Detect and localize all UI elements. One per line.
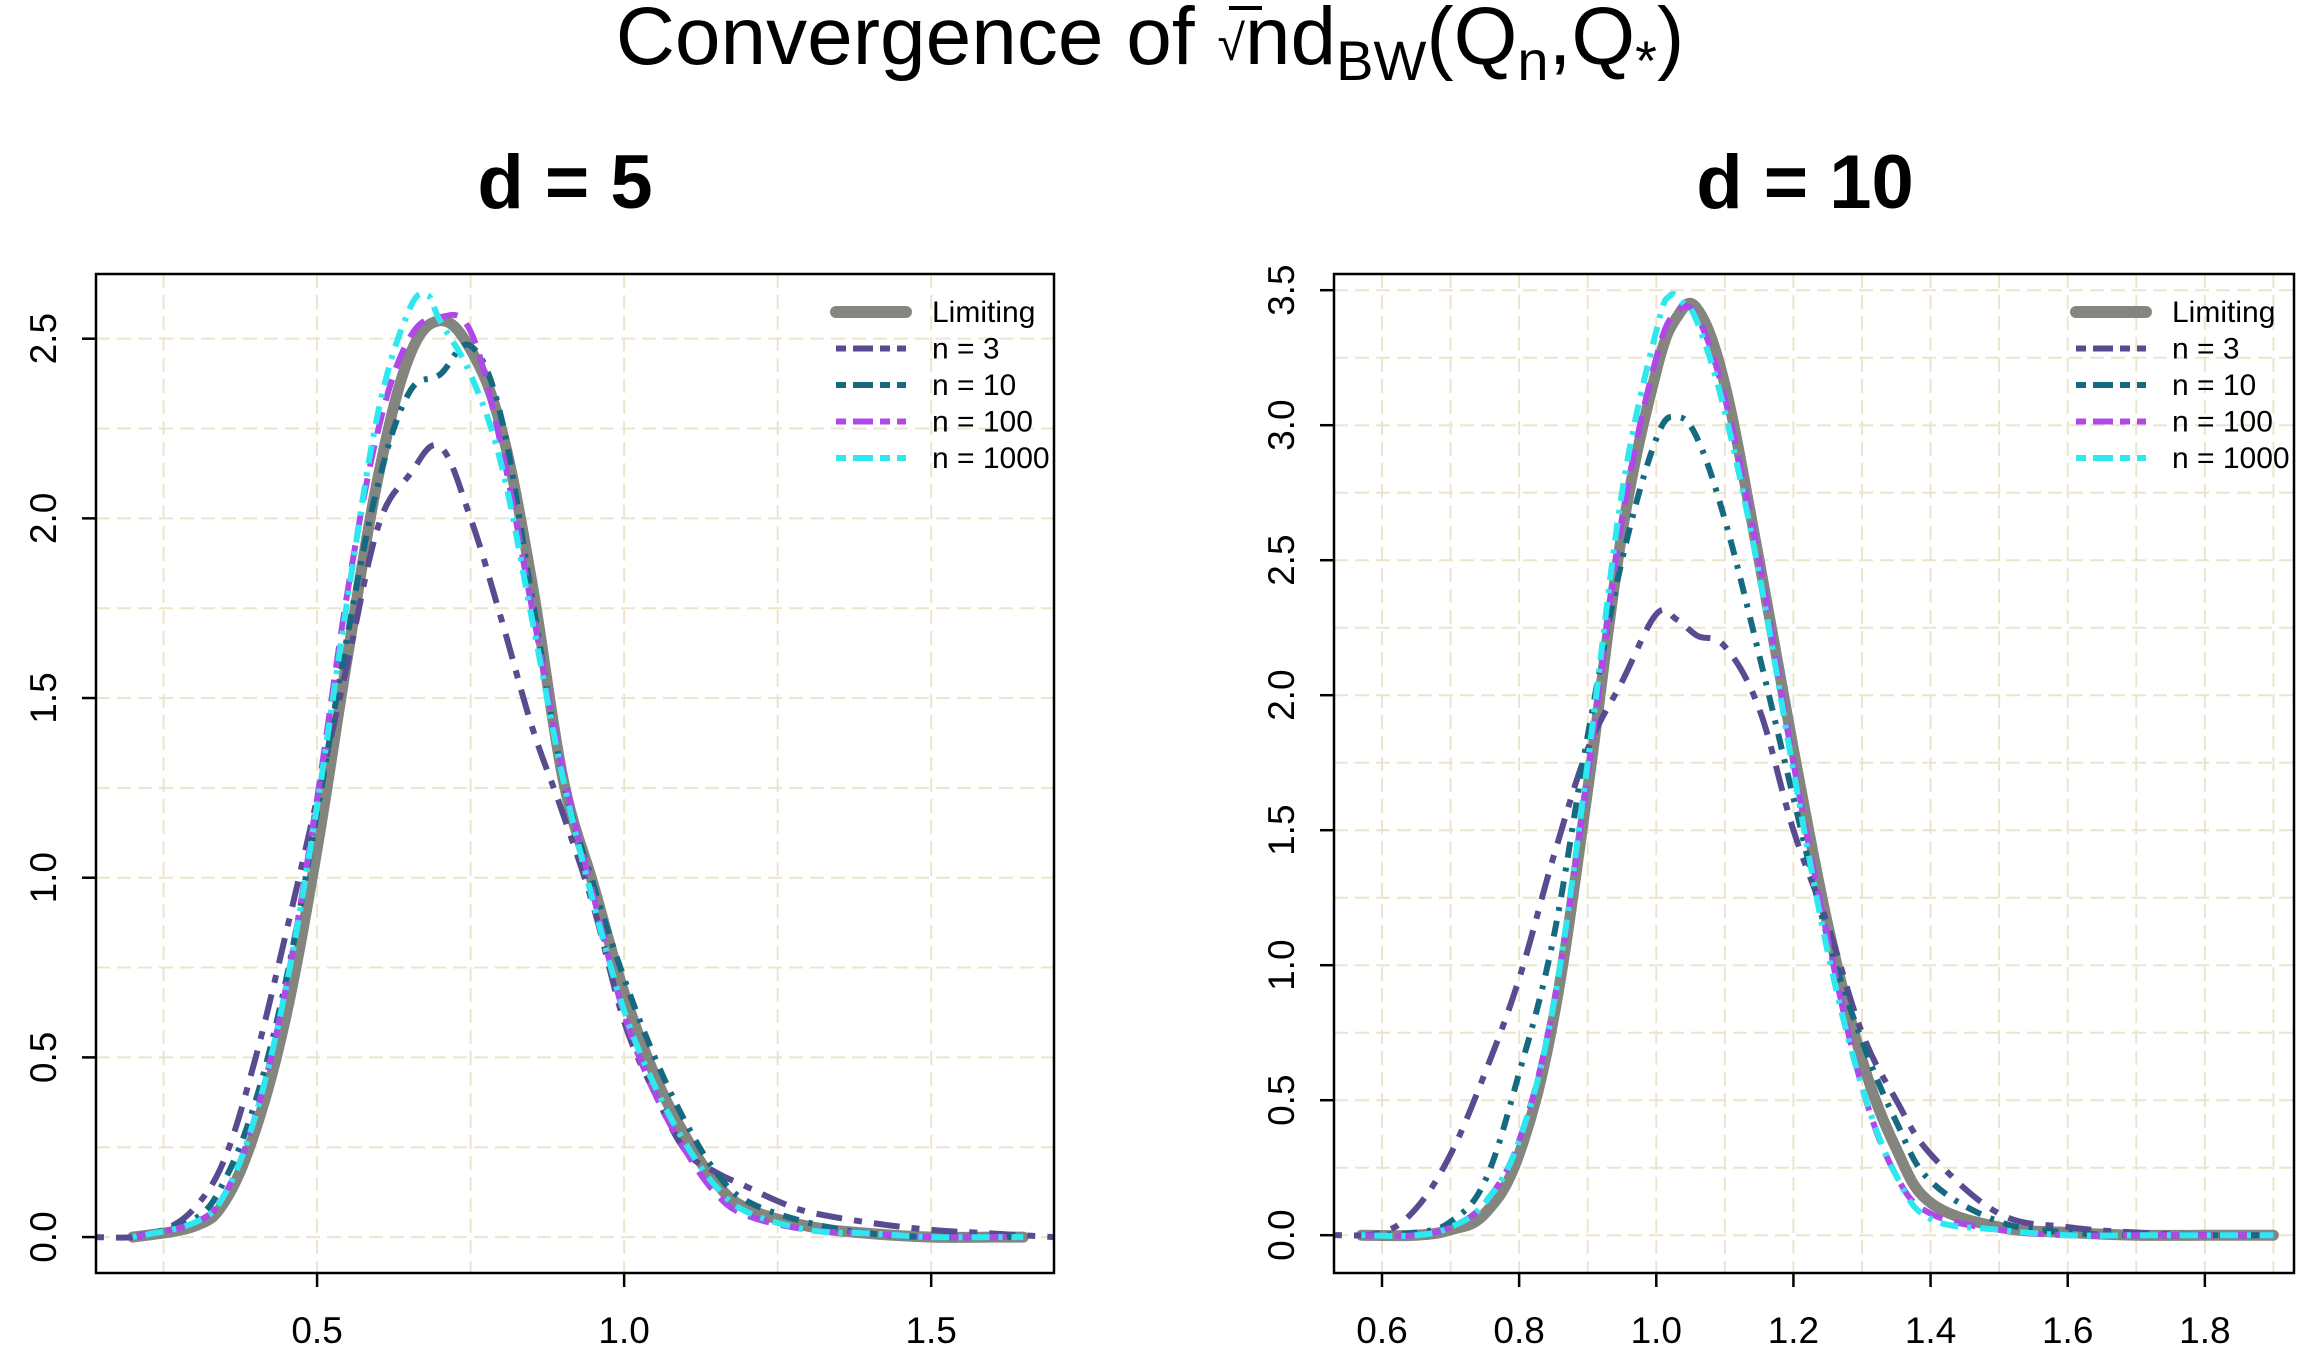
y-tick-label: 2.0 — [1261, 669, 1302, 720]
x-tick-label: 0.8 — [1493, 1310, 1544, 1351]
legend-label-limiting: Limiting — [932, 296, 1035, 329]
y-tick-label: 0.5 — [1261, 1074, 1302, 1125]
x-tick-label: 0.6 — [1356, 1310, 1407, 1351]
y-tick-label: 2.5 — [23, 313, 64, 364]
chart-title: d = 5 — [477, 140, 652, 225]
series-line-n-1000 — [1361, 291, 2274, 1239]
figure-title-sqrt-arg: n — [1245, 0, 1291, 82]
chart-panel-d5: d = 5 0.5 1.0 1.5 0.0 0.5 1.0 1.5 2.0 2.5 Limiti… — [23, 140, 1056, 1351]
chart-title: d = 10 — [1696, 140, 1914, 225]
figure-title-comma: ,Q — [1549, 0, 1636, 82]
legend-label-n-3: n = 3 — [2172, 333, 2240, 366]
legend-label-n-10: n = 10 — [932, 369, 1016, 402]
figure-title-open: (Q — [1426, 0, 1517, 82]
y-tick-label: 1.5 — [1261, 804, 1302, 855]
figure-title-close: ) — [1657, 0, 1684, 82]
y-tick-label: 0.5 — [23, 1032, 64, 1083]
x-tick-label: 1.8 — [2179, 1310, 2230, 1351]
legend-label-limiting: Limiting — [2172, 296, 2275, 329]
series-line-limiting — [1355, 297, 2279, 1242]
y-tick-label: 2.5 — [1261, 534, 1302, 585]
series-line-n-100 — [1361, 302, 2274, 1239]
series-line-n-3 — [95, 441, 1055, 1241]
y-tick-label: 1.0 — [1261, 939, 1302, 990]
series-line-n-1000 — [132, 290, 1024, 1241]
figure-title-prefix: Convergence of — [616, 0, 1218, 82]
figure-title-sqrt-sign: √ — [1217, 15, 1245, 71]
plot-frame — [1332, 272, 2296, 1275]
series-line-n-3 — [1333, 606, 2274, 1239]
x-tick-label: 1.2 — [1768, 1310, 1819, 1351]
x-tick-label: 0.5 — [291, 1310, 342, 1351]
x-tick-label: 1.6 — [2042, 1310, 2093, 1351]
y-tick-label: 1.5 — [23, 672, 64, 723]
legend-label-n-1000: n = 1000 — [2172, 442, 2290, 475]
x-tick-label: 1.5 — [905, 1310, 956, 1351]
x-tick-label: 1.0 — [1631, 1310, 1682, 1351]
x-tick-label: 1.0 — [598, 1310, 649, 1351]
series-line-n-10 — [131, 341, 1024, 1241]
plot-frame — [94, 272, 1056, 1275]
figure-title-sub-star: * — [1635, 29, 1657, 92]
y-tick-label: 3.5 — [1261, 264, 1302, 315]
y-tick-label: 1.0 — [23, 852, 64, 903]
legend-label-n-1000: n = 1000 — [932, 442, 1050, 475]
y-tick-label: 2.0 — [23, 493, 64, 544]
chart-panel-d10: d = 10 0.6 0.8 1.0 1.2 1.4 1.6 1.8 0.0 0.5 1.0 1.5… — [1261, 140, 2296, 1351]
svg-text:Convergence of √ndBW(Qn,Q*): Convergence of √ndBW(Qn,Q*) — [616, 0, 1685, 92]
y-tick-label: 0.0 — [1261, 1209, 1302, 1260]
figure-title: Convergence of √ndBW(Qn,Q*) — [616, 0, 1685, 92]
legend-label-n-100: n = 100 — [2172, 406, 2273, 439]
y-tick-label: 3.0 — [1261, 399, 1302, 450]
figure-title-d: d — [1291, 0, 1337, 82]
legend-label-n-3: n = 3 — [932, 333, 1000, 366]
figure-title-sub-bw: BW — [1336, 29, 1426, 92]
legend-label-n-100: n = 100 — [932, 406, 1033, 439]
y-tick-label: 0.0 — [23, 1211, 64, 1262]
x-tick-label: 1.4 — [1905, 1310, 1956, 1351]
figure-title-sub-n: n — [1517, 29, 1548, 92]
legend-label-n-10: n = 10 — [2172, 369, 2256, 402]
